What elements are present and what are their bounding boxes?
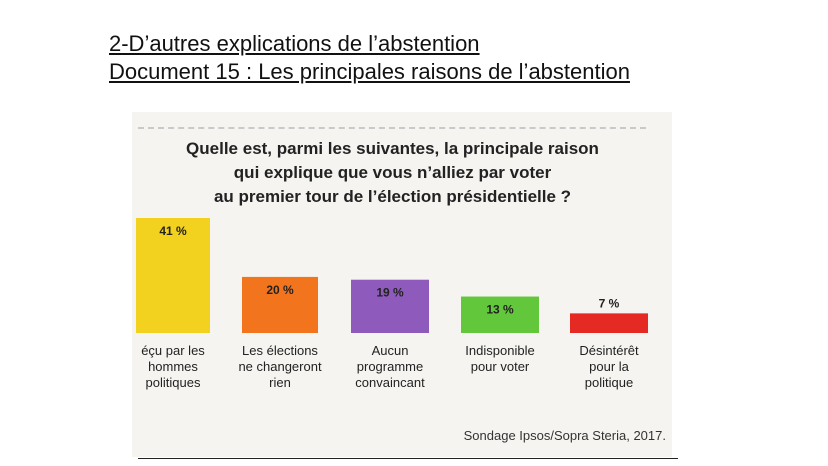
- category-label: politique: [585, 375, 633, 390]
- bar-value-label: 13 %: [486, 303, 514, 317]
- bar-4: [461, 296, 539, 333]
- category-label: pour voter: [471, 359, 530, 374]
- bar-value-label: 41 %: [159, 224, 187, 238]
- category-label: Indisponible: [465, 343, 534, 358]
- category-label: pour la: [589, 359, 630, 374]
- bar-value-label: 7 %: [599, 296, 620, 310]
- slide-subheading: Document 15 : Les principales raisons de…: [109, 59, 630, 84]
- category-label: politiques: [146, 375, 201, 390]
- category-label: convaincant: [355, 375, 425, 390]
- question-line: qui explique que vous n’alliez par voter: [233, 163, 552, 182]
- dashed-divider: [138, 127, 646, 129]
- bar-value-label: 20 %: [266, 283, 294, 297]
- bar-value-label: 19 %: [376, 286, 404, 300]
- bottom-rule: [138, 458, 678, 459]
- bar-1: [136, 218, 210, 333]
- chart-source: Sondage Ipsos/Sopra Steria, 2017.: [463, 428, 666, 443]
- question-line: au premier tour de l’élection présidenti…: [213, 187, 572, 206]
- category-label: éçu par les: [141, 343, 205, 358]
- bar-3: [351, 279, 429, 333]
- category-label: Désintérêt: [579, 343, 639, 358]
- chart-question: Quelle est, parmi les suivantes, la prin…: [140, 137, 645, 209]
- slide-heading: 2-D’autres explications de l’abstention: [109, 31, 480, 56]
- bar-5: [570, 313, 648, 333]
- slide-title: 2-D’autres explications de l’abstention …: [109, 30, 749, 86]
- category-label: rien: [269, 375, 291, 390]
- category-label: ne changeront: [238, 359, 322, 374]
- category-label: Aucun: [372, 343, 409, 358]
- bar-2: [242, 276, 318, 333]
- category-label: hommes: [148, 359, 198, 374]
- category-label: programme: [357, 359, 423, 374]
- category-label: Les élections: [242, 343, 318, 358]
- question-line: Quelle est, parmi les suivantes, la prin…: [186, 139, 599, 158]
